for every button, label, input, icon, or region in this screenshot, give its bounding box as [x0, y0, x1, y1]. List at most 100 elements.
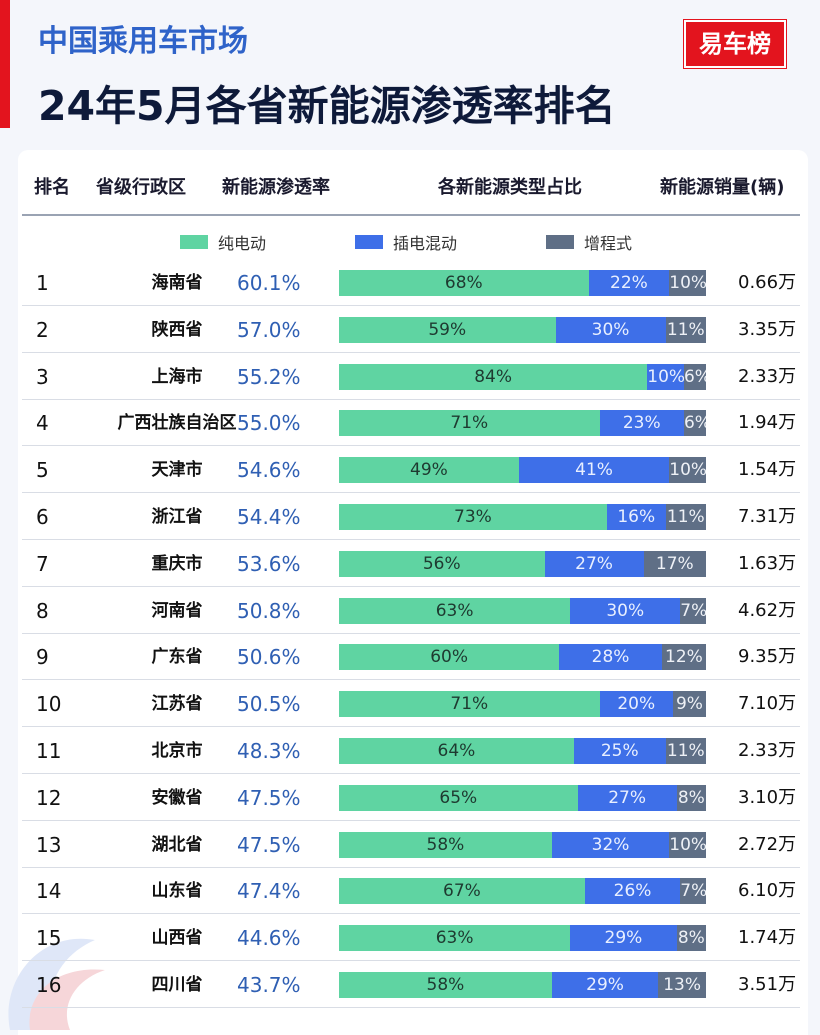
rank-cell: 15	[36, 926, 62, 951]
bar-segment-phev: 30%	[555, 316, 666, 343]
sales-cell: 1.63万	[738, 552, 797, 574]
share-bar: 73% 16% 11%	[339, 504, 706, 530]
row-divider	[22, 351, 800, 353]
bar-segment-phev: 41%	[518, 457, 670, 484]
rank-cell: 11	[36, 739, 62, 763]
bar-segment-bev: 56%	[339, 550, 545, 577]
row-divider	[22, 632, 800, 634]
table-row: 7 重庆市 53.6% 56% 27% 17% 1.63万	[22, 541, 800, 587]
bar-segment-phev: 26%	[584, 878, 681, 905]
rate-cell: 47.5%	[237, 785, 301, 810]
share-bar: 71%23%6%	[339, 410, 706, 437]
table-row: 15 山西省 44.6% 63% 29% 8% 1.74万	[22, 915, 800, 962]
bar-segment-erev: 8%	[676, 925, 706, 952]
rank-cell: 7	[36, 551, 49, 576]
bar-segment-erev: 10%	[669, 831, 706, 858]
bar-segment-phev: 29%	[570, 925, 677, 952]
share-bar: 60% 28% 12%	[339, 644, 706, 671]
row-divider	[22, 960, 800, 962]
column-header-province: 省级行政区	[96, 177, 186, 198]
sales-cell: 7.10万	[738, 693, 797, 715]
bar-segment-phev: 30%	[570, 597, 681, 624]
page-subtitle: 中国乘用车市场	[38, 24, 248, 59]
rank-cell: 12	[36, 785, 62, 810]
bar-segment-phev: 23%	[599, 410, 684, 437]
brand-logo: 易车榜	[684, 20, 786, 68]
province-cell: 江苏省	[151, 694, 203, 715]
table-row: 3 上海市 55.2% 84%10%6% 2.33万	[22, 354, 800, 400]
rate-cell: 48.3%	[237, 739, 301, 763]
sales-cell: 2.33万	[738, 740, 797, 761]
rank-cell: 1	[36, 271, 49, 295]
bar-segment-bev: 58%	[339, 972, 552, 998]
bar-segment-erev: 11%	[665, 504, 706, 530]
row-divider	[22, 445, 800, 447]
province-cell: 天津市	[151, 460, 203, 481]
rate-cell: 43.7%	[237, 973, 301, 997]
province-cell: 上海市	[151, 366, 203, 387]
table-row: 11 北京市 48.3% 64% 25% 11% 2.33万	[22, 728, 800, 774]
row-divider	[22, 726, 800, 728]
rate-cell: 50.5%	[237, 692, 301, 717]
bar-segment-phev: 29%	[551, 972, 659, 998]
sales-cell: 1.74万	[738, 927, 797, 949]
share-bar: 59% 30% 11%	[339, 316, 706, 343]
legend-label-bev: 纯电动	[218, 234, 267, 253]
bar-segment-phev: 25%	[573, 738, 666, 764]
column-header-rate: 新能源渗透率	[222, 177, 330, 198]
province-cell: 四川省	[151, 975, 203, 995]
legend-swatch-bev	[180, 235, 208, 249]
sales-cell: 1.54万	[738, 459, 797, 481]
rate-cell: 47.4%	[237, 879, 301, 904]
province-cell: 北京市	[151, 741, 203, 761]
rate-cell: 54.4%	[237, 505, 301, 529]
table-row: 6 浙江省 54.4% 73% 16% 11% 7.31万	[22, 494, 800, 540]
share-bar: 71% 20% 9%	[339, 691, 706, 718]
share-bar: 58% 32% 10%	[339, 831, 706, 858]
rank-cell: 16	[36, 973, 62, 997]
sales-cell: 1.94万	[738, 412, 797, 434]
province-cell: 重庆市	[151, 553, 203, 574]
sales-cell: 9.35万	[738, 646, 797, 668]
page-title: 24年5月各省新能源渗透率排名	[38, 82, 616, 130]
legend-item-erev: 增程式	[546, 232, 632, 253]
share-bar: 56% 27% 17%	[339, 550, 706, 577]
province-cell: 广西壮族自治区	[117, 413, 237, 434]
sales-cell: 7.31万	[738, 506, 797, 527]
province-cell: 浙江省	[151, 507, 203, 527]
legend-swatch-erev	[546, 235, 574, 249]
title-accent-bar	[0, 0, 10, 128]
rank-cell: 6	[36, 505, 49, 529]
rate-cell: 50.6%	[237, 645, 301, 670]
rate-cell: 57.0%	[237, 317, 301, 342]
bar-segment-erev: 10%	[669, 457, 706, 484]
bar-segment-phev: 27%	[577, 784, 677, 811]
sales-cell: 0.66万	[738, 272, 797, 293]
share-bar: 64% 25% 11%	[339, 738, 706, 764]
bar-segment-erev: 11%	[665, 738, 706, 764]
rate-cell: 55.0%	[237, 411, 301, 436]
province-cell: 湖北省	[151, 834, 203, 855]
rate-cell: 54.6%	[237, 458, 301, 483]
rank-cell: 13	[36, 832, 62, 857]
column-header-rank: 排名	[34, 177, 70, 198]
row-divider	[22, 539, 800, 540]
table-row: 9 广东省 50.6% 60% 28% 12% 9.35万	[22, 634, 800, 681]
bar-segment-phev: 20%	[599, 691, 673, 718]
bar-segment-erev: 6%	[683, 410, 706, 437]
table-row: 5 天津市 54.6% 49% 41% 10% 1.54万	[22, 447, 800, 494]
legend-swatch-phev	[355, 235, 383, 249]
rank-cell: 14	[36, 879, 62, 904]
rate-cell: 47.5%	[237, 832, 301, 857]
bar-segment-erev: 11%	[665, 316, 706, 343]
rank-cell: 10	[36, 692, 62, 717]
table-row: 12 安徽省 47.5% 65% 27% 8% 3.10万	[22, 775, 800, 821]
province-cell: 河南省	[151, 600, 203, 621]
table-row: 8 河南省 50.8% 63% 30% 7% 4.62万	[22, 588, 800, 634]
share-bar: 68% 22% 10%	[339, 270, 706, 296]
bar-segment-erev: 7%	[680, 878, 706, 905]
rate-cell: 50.8%	[237, 598, 301, 623]
sales-cell: 4.62万	[738, 599, 797, 621]
table-row: 1 海南省 60.1% 68% 22% 10% 0.66万	[22, 260, 800, 306]
